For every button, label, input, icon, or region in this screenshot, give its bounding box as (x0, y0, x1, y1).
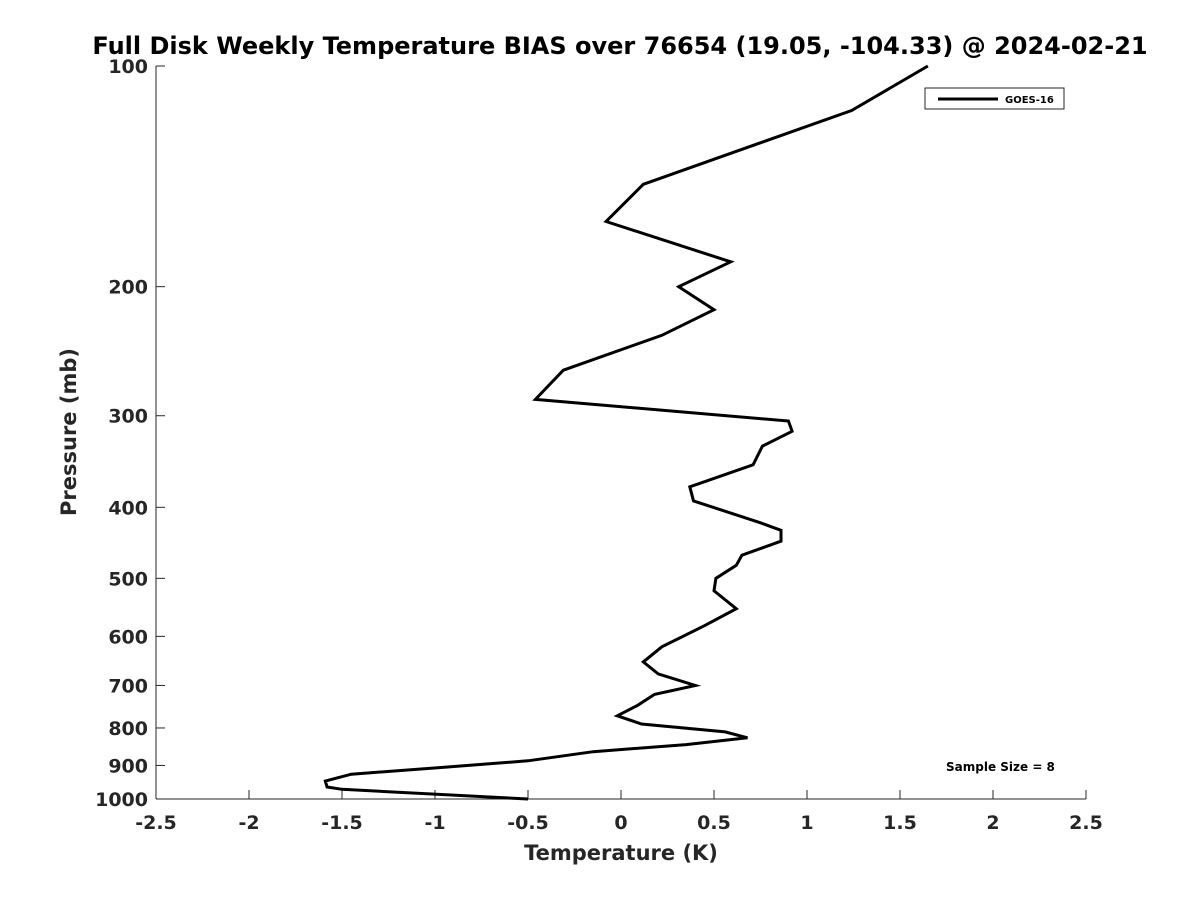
x-ticks: -2.5 -2 -1.5 -1 -0.5 0 0.5 1 1.5 2 2.5 (135, 790, 1103, 834)
x-tick-label: 0 (614, 812, 627, 834)
x-tick-label: 0.5 (697, 812, 731, 834)
x-tick-label: -1.5 (321, 812, 363, 834)
x-axis-label: Temperature (K) (524, 841, 718, 865)
series-layer (323, 64, 929, 801)
y-tick-label: 400 (108, 497, 148, 519)
x-tick-label: -1 (424, 812, 445, 834)
y-axis-label: Pressure (mb) (57, 348, 81, 516)
y-tick-label: 700 (108, 675, 148, 697)
chart-title: Full Disk Weekly Temperature BIAS over 7… (92, 32, 1147, 60)
x-tick-label: -2 (238, 812, 259, 834)
y-tick-label: 900 (108, 755, 148, 777)
sample-size-annotation: Sample Size = 8 (946, 760, 1055, 774)
y-tick-label: 300 (108, 406, 148, 428)
legend-entry-goes-16: GOES-16 (1005, 95, 1054, 106)
y-tick-label: 600 (108, 626, 148, 648)
x-tick-label: 1.5 (883, 812, 917, 834)
y-tick-label: 1000 (95, 789, 148, 811)
series-line-goes-16 (323, 64, 929, 801)
y-tick-label: 200 (108, 277, 148, 299)
y-ticks: 100 200 300 400 500 600 700 800 900 1000 (95, 56, 165, 811)
x-tick-label: -2.5 (135, 812, 177, 834)
y-tick-label: 800 (108, 718, 148, 740)
x-tick-label: 2 (986, 812, 999, 834)
x-tick-label: -0.5 (507, 812, 549, 834)
y-tick-label: 100 (108, 56, 148, 78)
x-tick-label: 2.5 (1069, 812, 1103, 834)
y-tick-label: 500 (108, 568, 148, 590)
legend: GOES-16 (924, 87, 1065, 110)
x-tick-label: 1 (800, 812, 813, 834)
